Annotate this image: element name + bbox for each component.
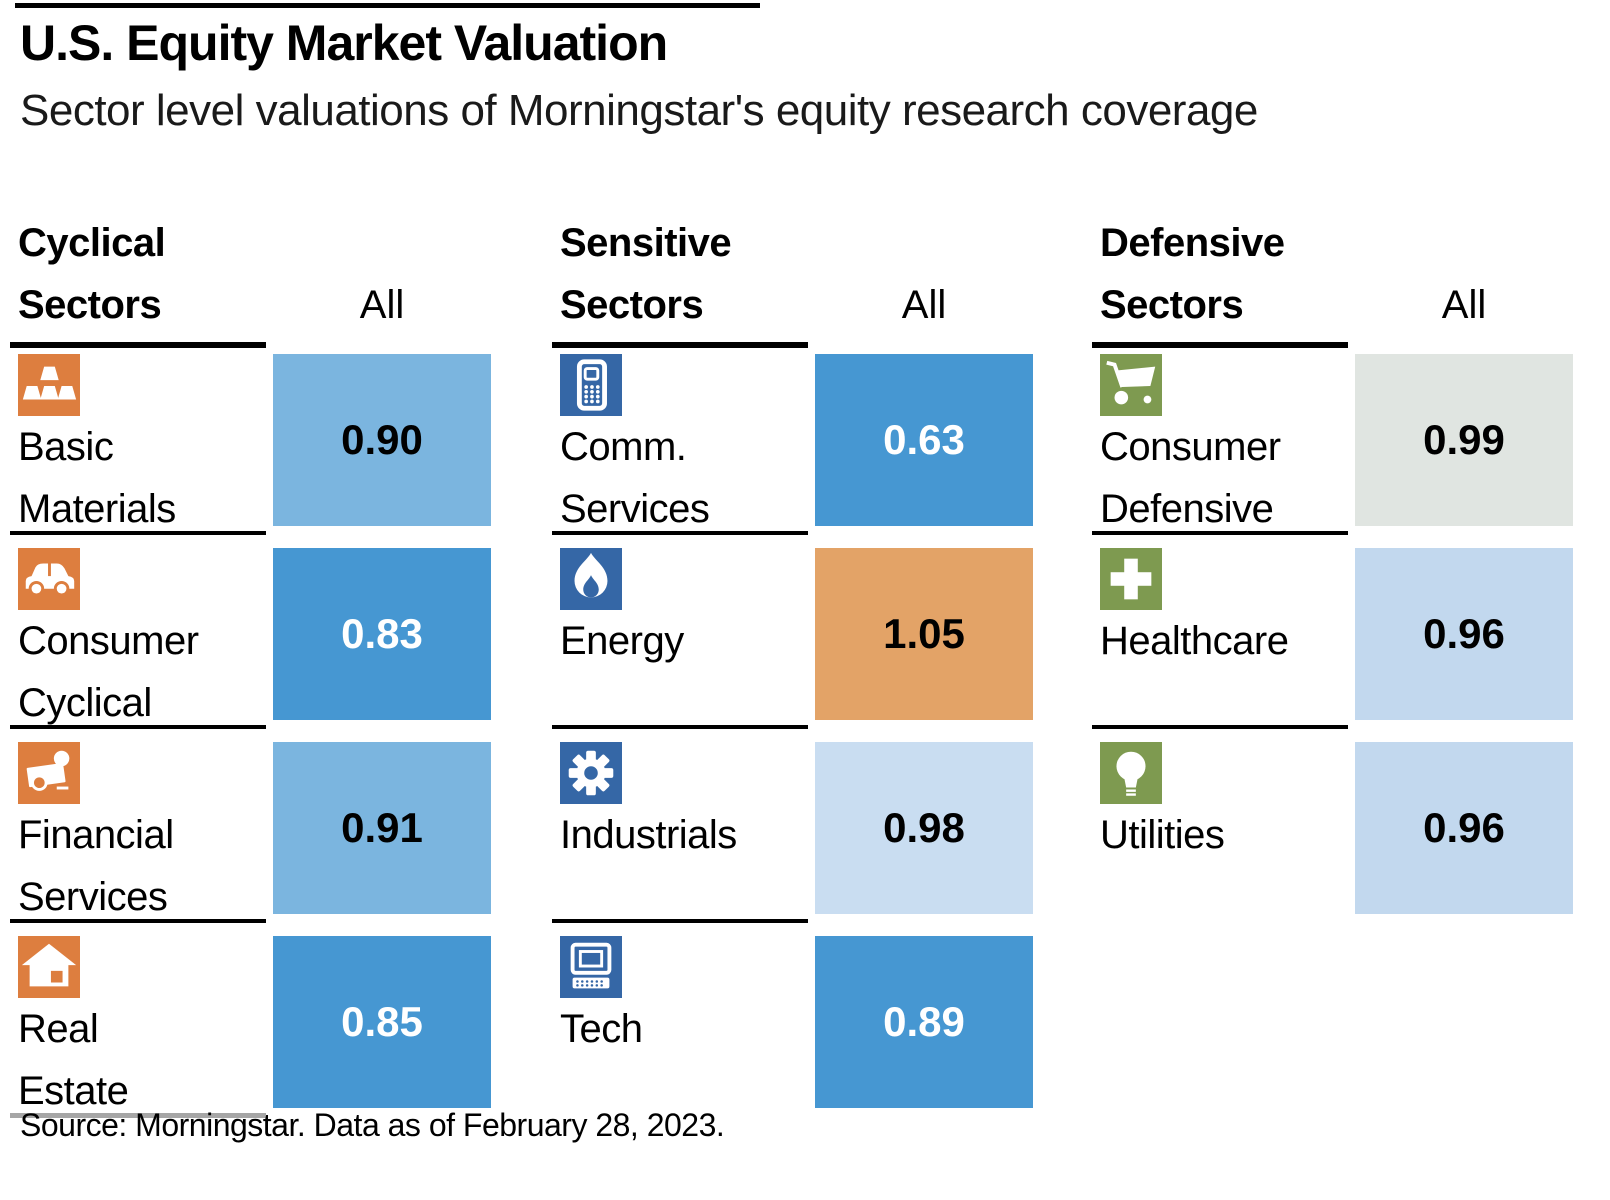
- row-divider: [10, 1113, 266, 1118]
- sector-row-energy: Energy 1.05: [552, 548, 1080, 736]
- row-divider: [1092, 531, 1348, 535]
- valuation-cell: 0.96: [1355, 548, 1573, 720]
- group-header-rule: [552, 342, 808, 348]
- house-icon: [18, 936, 80, 998]
- sector-name: Financial Services: [18, 813, 174, 919]
- sector-row-basic-materials: Basic Materials 0.90: [10, 354, 538, 542]
- top-rule: [15, 3, 760, 8]
- sector-row-utilities: Utilities 0.96: [1100, 742, 1610, 930]
- page-title: U.S. Equity Market Valuation: [20, 15, 668, 71]
- group-title: Sensitive Sectors: [560, 221, 732, 327]
- money-icon: [18, 742, 80, 804]
- row-divider: [552, 531, 808, 535]
- gold-bars-icon: [18, 354, 80, 416]
- sector-row-comm-services: Comm. Services 0.63: [552, 354, 1080, 542]
- sector-name: Utilities: [1100, 813, 1225, 857]
- sector-row-real-estate: Real Estate 0.85: [10, 936, 538, 1124]
- medical-cross-icon: [1100, 548, 1162, 610]
- computer-icon: [560, 936, 622, 998]
- row-divider: [10, 531, 266, 535]
- sector-name: Industrials: [560, 813, 737, 857]
- valuation-cell: 0.91: [273, 742, 491, 914]
- group-header-rule: [10, 342, 266, 348]
- valuation-cell: 0.89: [815, 936, 1033, 1108]
- group-rows: Basic Materials 0.90 Consumer Cyclical 0.83 Fi…: [10, 354, 538, 1124]
- row-divider: [552, 919, 808, 923]
- group-rows: Comm. Services 0.63 Energy 1.05 Industrials 0.…: [552, 354, 1080, 1124]
- all-column-header: All: [1441, 283, 1487, 327]
- valuation-cell: 0.98: [815, 742, 1033, 914]
- sector-name: Comm. Services: [560, 425, 710, 531]
- all-column-header: All: [359, 283, 405, 327]
- valuation-cell: 0.90: [273, 354, 491, 526]
- sector-name: Consumer Defensive: [1100, 425, 1281, 531]
- group-sensitive-sectors: Sensitive Sectors All Comm. Services 0.63 Ener…: [552, 212, 1080, 1124]
- row-divider: [1092, 725, 1348, 729]
- sector-row-financial-services: Financial Services 0.91: [10, 742, 538, 930]
- row-divider: [552, 725, 808, 729]
- gear-icon: [560, 742, 622, 804]
- valuation-cell: 1.05: [815, 548, 1033, 720]
- valuation-cell: 0.83: [273, 548, 491, 720]
- group-cyclical-sectors: Cyclical Sectors All Basic Materials 0.90 Cons…: [10, 212, 538, 1124]
- valuation-cell: 0.85: [273, 936, 491, 1108]
- sector-name: Real Estate: [18, 1007, 129, 1113]
- sector-name: Basic Materials: [18, 425, 176, 531]
- sector-row-healthcare: Healthcare 0.96: [1092, 548, 1610, 736]
- sector-name: Consumer Cyclical: [18, 619, 199, 725]
- shopping-cart-icon: [1100, 354, 1162, 416]
- sector-row-tech: Tech 0.89: [560, 936, 1080, 1124]
- flame-icon: [560, 548, 622, 610]
- group-header-rule: [1092, 342, 1348, 348]
- valuation-cell: 0.63: [815, 354, 1033, 526]
- sector-name: Tech: [560, 1007, 643, 1051]
- sector-name: Energy: [560, 619, 684, 663]
- source-note: Source: Morningstar. Data as of February…: [20, 1107, 725, 1143]
- mobile-phone-icon: [560, 354, 622, 416]
- sector-row-consumer-defensive: Consumer Defensive 0.99: [1092, 354, 1610, 542]
- row-divider: [10, 725, 266, 729]
- page-subtitle: Sector level valuations of Morningstar's…: [20, 86, 1258, 135]
- valuation-cell: 0.96: [1355, 742, 1573, 914]
- group-defensive-sectors: Defensive Sectors All Consumer Defensive 0.99…: [1092, 212, 1610, 930]
- group-title: Cyclical Sectors: [18, 221, 166, 327]
- lightbulb-icon: [1100, 742, 1162, 804]
- group-rows: Consumer Defensive 0.99 Healthcare 0.96 Utili…: [1092, 354, 1610, 930]
- group-title: Defensive Sectors: [1100, 221, 1285, 327]
- row-divider: [10, 919, 266, 923]
- car-icon: [18, 548, 80, 610]
- sector-row-consumer-cyclical: Consumer Cyclical 0.83: [10, 548, 538, 736]
- sector-row-industrials: Industrials 0.98: [552, 742, 1080, 930]
- all-column-header: All: [901, 283, 947, 327]
- valuation-cell: 0.99: [1355, 354, 1573, 526]
- sector-name: Healthcare: [1100, 619, 1289, 663]
